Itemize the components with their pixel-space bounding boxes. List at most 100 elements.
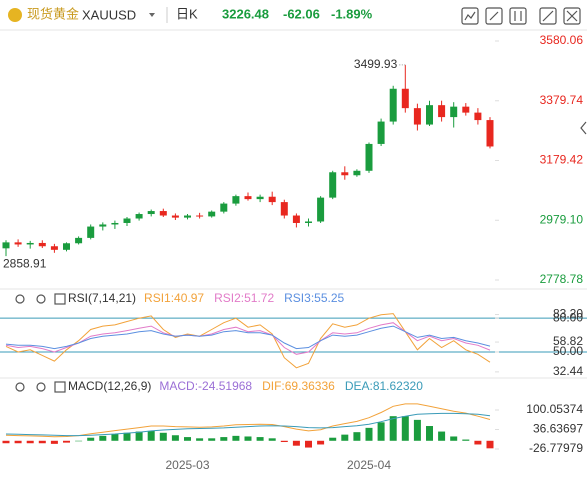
candle-body [329, 172, 337, 198]
change-pct: -1.89% [331, 6, 373, 21]
macd-bar [147, 430, 155, 441]
macd-bar [75, 440, 83, 442]
y-tick-label: 83.20 [553, 307, 583, 321]
macd-bar [280, 440, 288, 443]
macd-bar [232, 435, 240, 441]
change: -62.06 [283, 6, 320, 21]
checkbox[interactable] [54, 381, 66, 393]
candle-body [26, 242, 34, 245]
symbol[interactable]: XAUUSD [82, 7, 136, 22]
candle-body [438, 105, 446, 118]
candle-button[interactable] [509, 7, 527, 25]
x-tick-label: 2025-03 [165, 458, 209, 472]
candle-body [50, 246, 58, 250]
macd-bar [365, 427, 373, 441]
panel-title: RSI(7,14,21) [68, 291, 136, 305]
y-tick-label: 100.05374 [526, 402, 583, 416]
y-tick-label: -26.77979 [529, 441, 583, 455]
candle-body [365, 143, 373, 171]
candle-body [220, 203, 228, 212]
indicator-button[interactable] [461, 7, 479, 25]
macd-bar [413, 419, 421, 441]
panel-title: MACD(12,26,9) [68, 379, 151, 393]
candle-body [159, 211, 167, 216]
candle-body [341, 172, 349, 176]
macd-bar [38, 440, 46, 444]
macd-bar [99, 435, 107, 441]
x-tick-label: 2025-04 [347, 458, 391, 472]
rsi-line [5, 325, 491, 350]
collapse-arrow[interactable] [580, 121, 587, 135]
gear-icon[interactable] [36, 294, 46, 304]
period[interactable]: 日K [176, 6, 198, 21]
candle-body [196, 215, 204, 217]
y-tick-label: 50.00 [553, 344, 583, 358]
candle-body [280, 202, 288, 216]
macd-bar [438, 431, 446, 441]
candle-body [401, 88, 409, 109]
macd-line [5, 412, 491, 437]
macd-bar [377, 422, 385, 441]
candle-body [426, 105, 433, 125]
eye-icon[interactable] [15, 294, 25, 304]
candle-body [87, 226, 95, 238]
macd-line [5, 403, 491, 438]
macd-bar [462, 439, 470, 441]
candle-body [317, 197, 325, 222]
y-tick-label: 3379.74 [540, 93, 584, 107]
checkbox[interactable] [54, 293, 66, 305]
macd-bar [220, 437, 228, 441]
candle-body [305, 221, 312, 223]
fullscreen-button[interactable] [539, 7, 557, 25]
candle-body [123, 218, 131, 223]
draw-button[interactable] [485, 7, 503, 25]
legend-entry: RSI3:55.25 [284, 291, 344, 305]
legend-entry: MACD:-24.51968 [159, 379, 252, 393]
y-tick-label: 3580.06 [540, 33, 584, 47]
candle-body [486, 120, 494, 147]
macd-bar [196, 438, 204, 441]
settings-button[interactable] [563, 7, 581, 25]
macd-bar [135, 431, 143, 441]
y-tick-label: 58.82 [553, 334, 583, 348]
rsi-line [5, 313, 491, 369]
legend-entry: RSI2:51.72 [214, 291, 274, 305]
dropdown-arrow[interactable] [149, 13, 155, 17]
candle-body [184, 215, 191, 218]
macd-bar [389, 416, 397, 441]
price: 3226.48 [222, 6, 269, 21]
macd-bar [450, 436, 458, 441]
macd-bar [171, 435, 179, 441]
macd-bar [50, 440, 58, 444]
candle-body [232, 196, 240, 204]
macd-bar [63, 440, 70, 443]
y-tick-label: 80.00 [553, 310, 583, 324]
macd-bar [329, 437, 337, 441]
y-tick-label: 36.63697 [533, 422, 583, 436]
macd-bar [244, 436, 252, 441]
macd-bar [184, 437, 191, 441]
candle-body [474, 112, 482, 121]
instrument-name[interactable]: 现货黄金 [27, 6, 79, 21]
candle-body [413, 108, 421, 125]
low-annotation: 2858.91 [3, 256, 47, 270]
candle-body [244, 196, 252, 200]
y-tick-label: 3179.42 [540, 153, 584, 167]
candle-body [99, 224, 107, 227]
toolbar [461, 7, 581, 25]
macd-bar [474, 440, 482, 445]
gear-icon[interactable] [36, 382, 46, 392]
macd-bar [268, 438, 276, 441]
high-annotation: 3499.93 [354, 57, 398, 71]
candle-body [147, 211, 155, 215]
candle-body [171, 215, 179, 218]
candle-body [292, 215, 300, 223]
legend-entry: DEA:81.62320 [345, 379, 423, 393]
candle-body [450, 106, 458, 118]
macd-bar [256, 437, 264, 441]
eye-icon[interactable] [15, 382, 25, 392]
candle-body [389, 88, 397, 122]
candle-body [268, 196, 276, 203]
